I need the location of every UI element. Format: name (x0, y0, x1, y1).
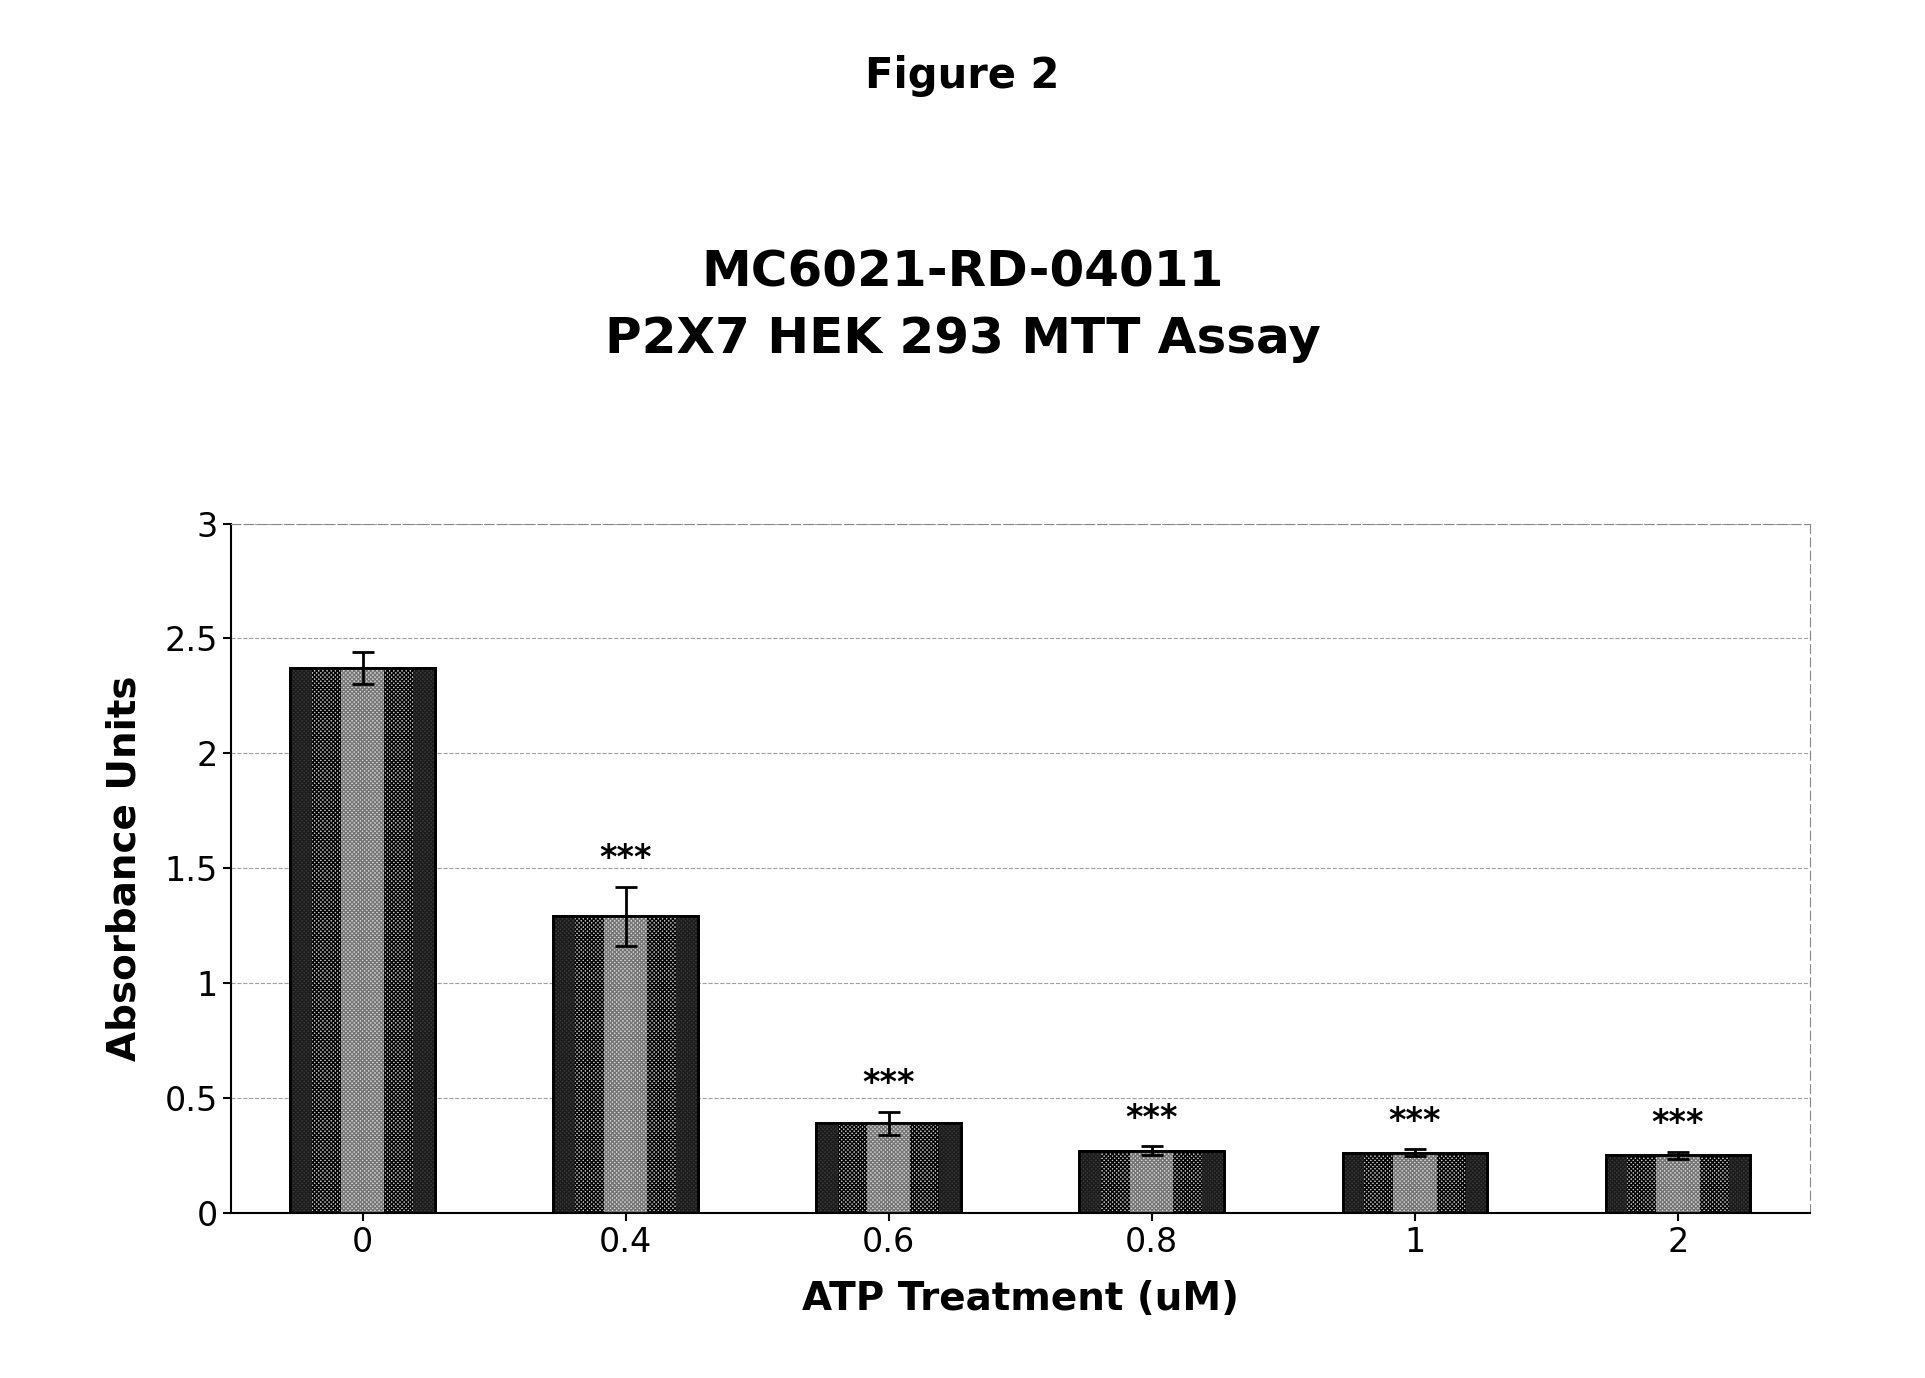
Bar (341, 668, 385, 1213)
Bar (552, 916, 576, 1213)
Text: ***: *** (1652, 1108, 1704, 1141)
Bar (1080, 1151, 1101, 1213)
Bar (291, 668, 435, 1213)
Text: ***: *** (862, 1067, 914, 1100)
Text: ***: *** (599, 842, 653, 875)
Bar (866, 1123, 911, 1213)
Bar (816, 1123, 961, 1213)
Bar (1203, 1151, 1224, 1213)
Bar (552, 916, 699, 1213)
Bar (1342, 1153, 1365, 1213)
X-axis label: ATP Treatment (uM): ATP Treatment (uM) (801, 1280, 1240, 1317)
Bar (291, 668, 312, 1213)
Bar (1605, 1155, 1627, 1213)
Text: ***: *** (1388, 1105, 1442, 1138)
Bar (604, 916, 647, 1213)
Bar (1342, 1153, 1488, 1213)
Text: Figure 2: Figure 2 (866, 55, 1059, 96)
Bar (816, 1123, 837, 1213)
Y-axis label: Absorbance Units: Absorbance Units (106, 675, 144, 1061)
Bar (816, 1123, 961, 1213)
Bar (552, 916, 699, 1213)
Bar (1080, 1151, 1224, 1213)
Bar (1130, 1151, 1174, 1213)
Text: MC6021-RD-04011
P2X7 HEK 293 MTT Assay: MC6021-RD-04011 P2X7 HEK 293 MTT Assay (604, 248, 1321, 362)
Bar (414, 668, 435, 1213)
Bar (1342, 1153, 1488, 1213)
Bar (291, 668, 435, 1213)
Bar (1394, 1153, 1436, 1213)
Bar (1080, 1151, 1224, 1213)
Bar (1605, 1155, 1750, 1213)
Text: ***: *** (1126, 1101, 1178, 1134)
Bar (1605, 1155, 1750, 1213)
Bar (1729, 1155, 1750, 1213)
Bar (676, 916, 699, 1213)
Bar (939, 1123, 961, 1213)
Bar (1656, 1155, 1700, 1213)
Bar (1465, 1153, 1488, 1213)
